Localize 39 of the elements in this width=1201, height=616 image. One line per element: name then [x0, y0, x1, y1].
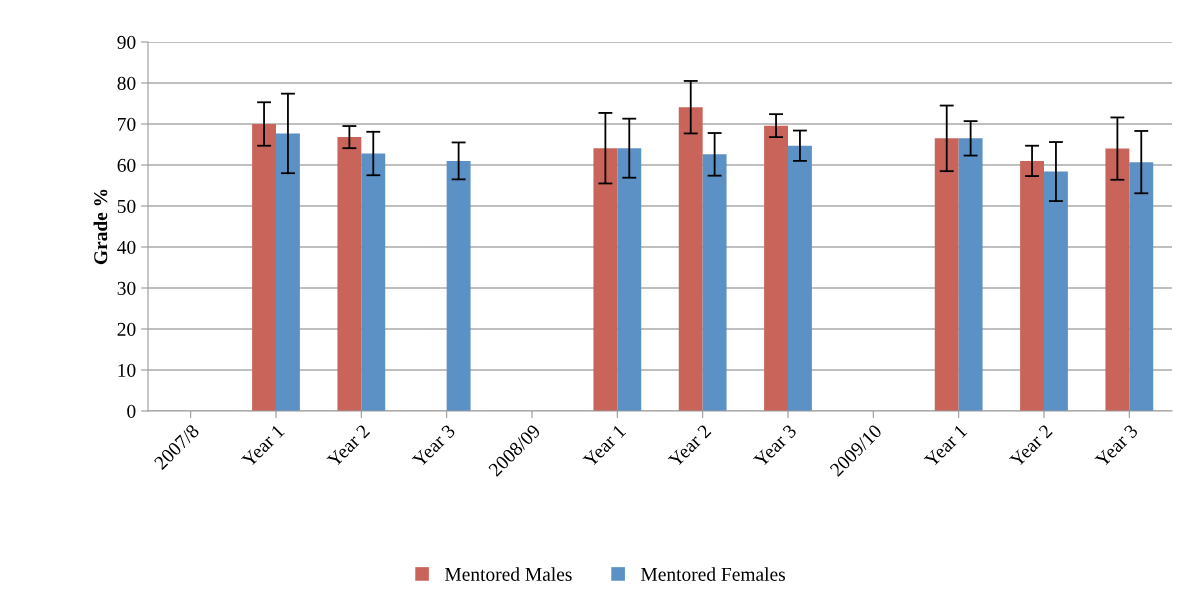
y-tick-label: 40 [117, 240, 136, 254]
y-tick-label: 80 [117, 76, 136, 90]
y-tick-label: 50 [117, 199, 136, 213]
bar [702, 154, 727, 411]
bar [252, 124, 276, 411]
y-tick-label: 90 [117, 35, 136, 49]
bar [446, 160, 471, 411]
y-tick-label: 10 [118, 363, 136, 377]
bar [276, 133, 300, 411]
x-tick-label: Year 3 [411, 423, 456, 468]
bar [337, 137, 362, 411]
x-tick-label: Year 1 [582, 424, 627, 468]
bar [593, 148, 618, 411]
legend-label: Mentored Males [444, 567, 572, 581]
x-tick-label: Year 2 [667, 424, 712, 468]
bar [958, 138, 983, 411]
y-tick-label: 70 [118, 117, 136, 131]
bar [1044, 171, 1068, 411]
legend-label: Mentored Females [641, 567, 786, 581]
bar [764, 125, 788, 411]
bar [1105, 148, 1130, 411]
y-tick-label: 20 [117, 322, 136, 336]
y-tick-label: 0 [127, 404, 136, 418]
bar [934, 138, 959, 411]
bar [617, 148, 642, 411]
x-tick-label: Year 1 [240, 424, 285, 468]
bar [1129, 162, 1154, 411]
x-tick-label: Year 3 [752, 423, 798, 468]
y-axis-title: Grade % [93, 189, 108, 265]
bar [361, 153, 386, 411]
x-tick-label: Year 3 [1094, 423, 1139, 468]
bar [678, 107, 703, 411]
bar [1020, 160, 1044, 411]
y-tick-label: 30 [117, 281, 136, 295]
x-tick-label: Year 2 [1008, 424, 1053, 468]
x-tick-label: Year 1 [923, 424, 968, 468]
x-tick-label: Year 2 [326, 424, 371, 468]
bar [788, 145, 812, 411]
y-tick-label: 60 [117, 158, 136, 172]
